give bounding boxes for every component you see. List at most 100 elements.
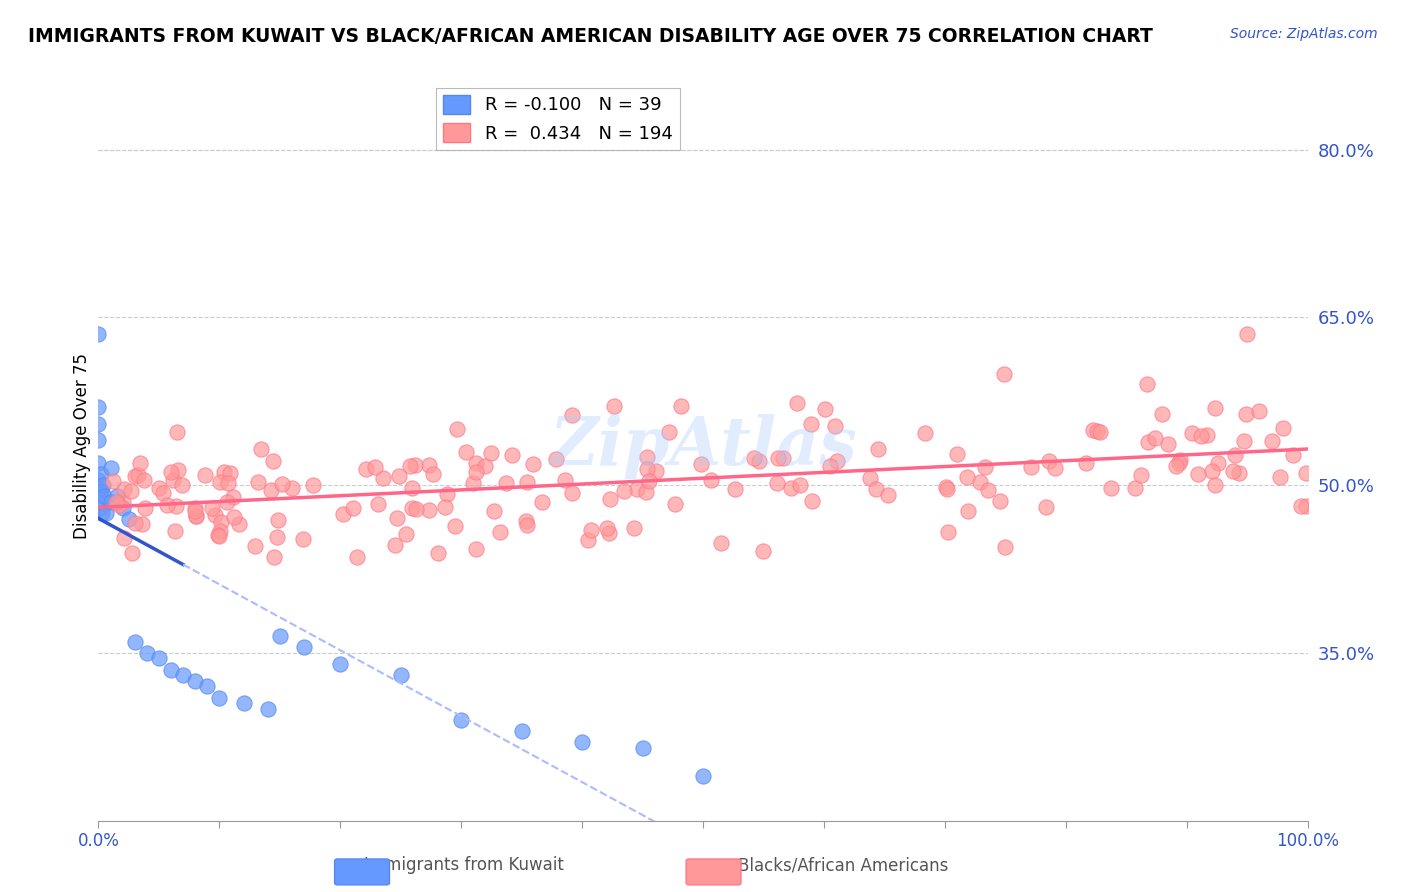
- Point: [669, 399, 692, 413]
- Point: [613, 483, 636, 498]
- Point: [789, 477, 811, 491]
- Point: [208, 524, 231, 539]
- Point: [1204, 401, 1226, 416]
- Point: [1222, 464, 1244, 478]
- Point: [162, 474, 184, 488]
- Point: [465, 465, 488, 479]
- Point: [87, 456, 110, 470]
- Point: [957, 503, 980, 517]
- Point: [1223, 448, 1246, 462]
- Point: [554, 473, 576, 487]
- Point: [224, 510, 246, 524]
- Point: [159, 466, 181, 480]
- Point: [89, 483, 111, 498]
- Point: [801, 493, 824, 508]
- Text: Source: ZipAtlas.com: Source: ZipAtlas.com: [1230, 27, 1378, 41]
- Point: [859, 471, 882, 485]
- Point: [1189, 429, 1212, 443]
- Point: [945, 447, 967, 461]
- Point: [742, 450, 765, 465]
- Point: [780, 481, 803, 495]
- Point: [1197, 427, 1219, 442]
- Point: [94, 506, 117, 520]
- Point: [531, 495, 554, 509]
- Point: [93, 489, 115, 503]
- Point: [387, 511, 409, 525]
- Point: [495, 476, 517, 491]
- Text: Blacks/African Americans: Blacks/African Americans: [738, 856, 949, 874]
- Point: [364, 460, 387, 475]
- Point: [1090, 425, 1112, 439]
- Point: [195, 680, 218, 694]
- Point: [101, 475, 124, 489]
- Point: [936, 482, 959, 496]
- Point: [100, 461, 122, 475]
- Point: [690, 458, 713, 472]
- Point: [1168, 456, 1191, 470]
- Point: [152, 486, 174, 500]
- Point: [367, 498, 389, 512]
- Point: [91, 495, 114, 509]
- Point: [354, 462, 377, 476]
- Point: [1074, 456, 1097, 470]
- Point: [1234, 408, 1257, 422]
- Point: [269, 629, 291, 643]
- Point: [112, 531, 135, 545]
- Point: [465, 456, 488, 470]
- Point: [166, 425, 188, 439]
- Point: [388, 469, 411, 483]
- Point: [1272, 420, 1295, 434]
- Point: [936, 525, 959, 540]
- Point: [263, 549, 285, 564]
- Point: [1236, 327, 1258, 342]
- Point: [87, 417, 110, 431]
- Point: [135, 646, 157, 660]
- Point: [692, 769, 714, 783]
- Point: [124, 634, 146, 648]
- Point: [395, 527, 418, 541]
- Point: [631, 741, 654, 756]
- Point: [766, 475, 789, 490]
- Point: [207, 528, 229, 542]
- Point: [281, 481, 304, 495]
- Point: [346, 549, 368, 564]
- Point: [561, 408, 583, 422]
- Point: [271, 477, 294, 491]
- Point: [1019, 459, 1042, 474]
- Point: [461, 475, 484, 490]
- Point: [132, 473, 155, 487]
- Point: [124, 469, 146, 483]
- Point: [1083, 423, 1105, 437]
- Point: [87, 473, 110, 487]
- Point: [342, 500, 364, 515]
- Point: [1038, 454, 1060, 468]
- Point: [332, 507, 354, 521]
- Point: [204, 508, 226, 523]
- Point: [516, 475, 538, 490]
- Point: [91, 506, 114, 520]
- Point: [100, 495, 122, 509]
- Point: [824, 419, 846, 434]
- Point: [664, 497, 686, 511]
- Point: [422, 467, 444, 481]
- Point: [87, 400, 110, 414]
- Point: [167, 463, 190, 477]
- Point: [118, 511, 141, 525]
- Point: [222, 491, 245, 505]
- Point: [1045, 461, 1067, 475]
- Point: [1204, 478, 1226, 492]
- Point: [418, 503, 440, 517]
- Point: [91, 478, 114, 492]
- Point: [405, 502, 427, 516]
- Point: [262, 453, 284, 467]
- Point: [479, 445, 502, 459]
- Point: [201, 500, 224, 515]
- Point: [1136, 434, 1159, 449]
- Point: [246, 475, 269, 490]
- Point: [183, 504, 205, 518]
- Point: [1295, 500, 1317, 514]
- Point: [1295, 467, 1317, 481]
- Point: [579, 523, 602, 537]
- Point: [482, 504, 505, 518]
- Point: [1187, 467, 1209, 482]
